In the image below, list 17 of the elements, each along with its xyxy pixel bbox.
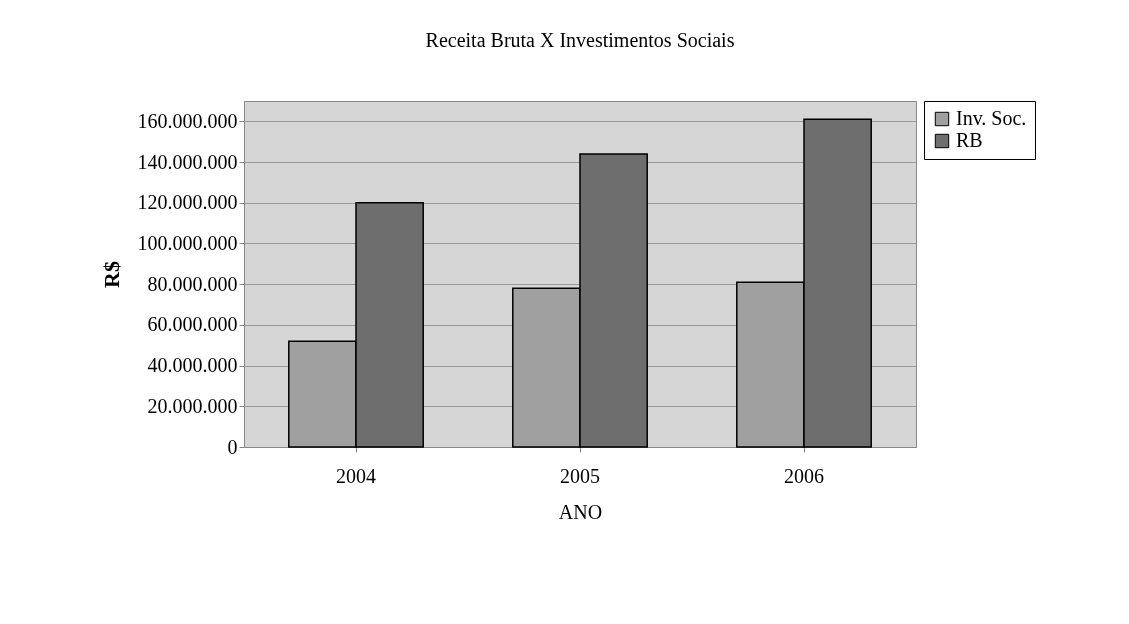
chart-title: Receita Bruta X Investimentos Sociais	[425, 28, 735, 51]
y-tick-label: 60.000.000	[147, 313, 238, 336]
y-tick-label: 40.000.000	[147, 354, 238, 377]
legend-label: Inv. Soc.	[956, 107, 1027, 129]
x-tick-label: 2004	[336, 464, 376, 487]
y-tick-label: 140.000.000	[137, 150, 238, 173]
y-tick-label: 120.000.000	[137, 191, 238, 214]
x-tick-label: 2005	[560, 464, 600, 487]
y-axis-title: R$	[98, 261, 124, 288]
y-tick-label: 20.000.000	[147, 394, 238, 417]
x-axis-title: ANO	[558, 500, 603, 523]
y-tick-label: 160.000.000	[137, 109, 238, 132]
y-tick-label: 100.000.000	[137, 231, 238, 254]
y-tick-label: 0	[227, 435, 238, 458]
x-tick-label: 2006	[784, 464, 824, 487]
legend-label: RB	[956, 129, 983, 151]
y-tick-label: 80.000.000	[147, 272, 238, 295]
